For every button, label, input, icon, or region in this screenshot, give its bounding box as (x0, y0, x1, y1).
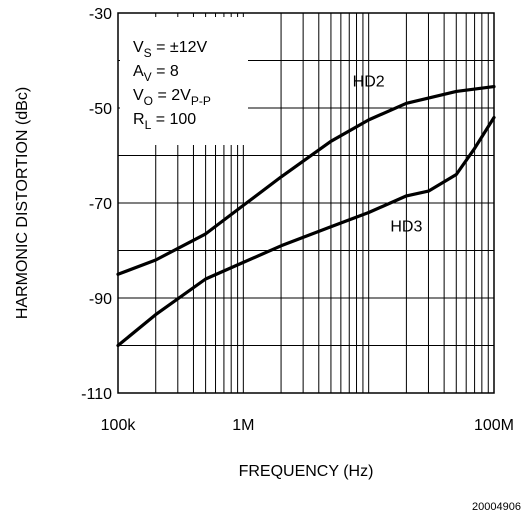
condition-line: VO = 2VP-P (133, 87, 211, 108)
conditions-annotation: VS = ±12V AV = 8 VO = 2VP-P RL = 100 (133, 39, 211, 132)
condition-line: VS = ±12V (133, 39, 208, 60)
series-lines (116, 84, 496, 348)
series-line-hd3 (116, 115, 496, 348)
y-tick-labels: -30 -50 -70 -90 -110 (81, 6, 112, 403)
x-tick-label: 1M (232, 417, 254, 434)
y-tick-label: -30 (89, 6, 112, 23)
condition-line: RL = 100 (133, 111, 196, 132)
x-tick-label: 100M (474, 417, 514, 434)
condition-line: AV = 8 (133, 63, 179, 84)
y-tick-label: -50 (89, 101, 112, 118)
y-tick-label: -70 (89, 196, 112, 213)
series-line-hd2 (116, 84, 496, 276)
figure-id: 20004906 (472, 501, 521, 513)
plot-frame (117, 12, 495, 394)
conditions-box (120, 17, 248, 145)
series-labels: HD2 HD3 (353, 74, 423, 236)
y-tick-label: -110 (81, 386, 112, 403)
y-tick-label: -90 (89, 291, 112, 308)
series-label-hd3: HD3 (390, 219, 422, 236)
y-axis-title: HARMONIC DISTORTION (dBc) (14, 87, 31, 319)
x-tick-label: 100k (101, 417, 137, 434)
x-axis-title: FREQUENCY (Hz) (239, 463, 374, 480)
x-tick-labels: 100k 1M 100M (101, 417, 514, 434)
series-label-hd2: HD2 (353, 74, 385, 91)
